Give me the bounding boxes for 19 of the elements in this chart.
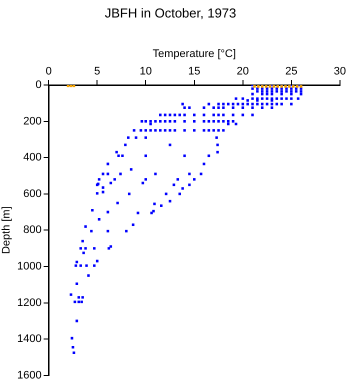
y-tick-label: 0 — [36, 79, 42, 92]
x-tick-label: 10 — [140, 65, 152, 78]
y-tick-label: 1400 — [17, 333, 42, 346]
x-tick-label: 0 — [46, 65, 52, 78]
y-tick-label: 1000 — [17, 260, 42, 273]
chart-title: JBFH in October, 1973 — [104, 5, 236, 20]
x-tick-label: 15 — [188, 65, 200, 78]
y-tick-label: 1200 — [17, 296, 42, 309]
y-tick-label: 400 — [23, 152, 42, 164]
x-tick-label: 20 — [236, 65, 249, 78]
y-tick-label: 1600 — [17, 369, 42, 382]
y-tick-label: 600 — [23, 188, 42, 200]
x-tick-label: 5 — [94, 65, 100, 78]
y-tick-label: 200 — [23, 115, 42, 128]
x-tick-label: 30 — [334, 65, 346, 78]
x-tick-label: 25 — [285, 65, 298, 78]
x-axis-title: Temperature [°C] — [152, 48, 236, 60]
y-axis-title: Depth [m] — [0, 206, 13, 254]
y-tick-label: 800 — [23, 224, 42, 236]
